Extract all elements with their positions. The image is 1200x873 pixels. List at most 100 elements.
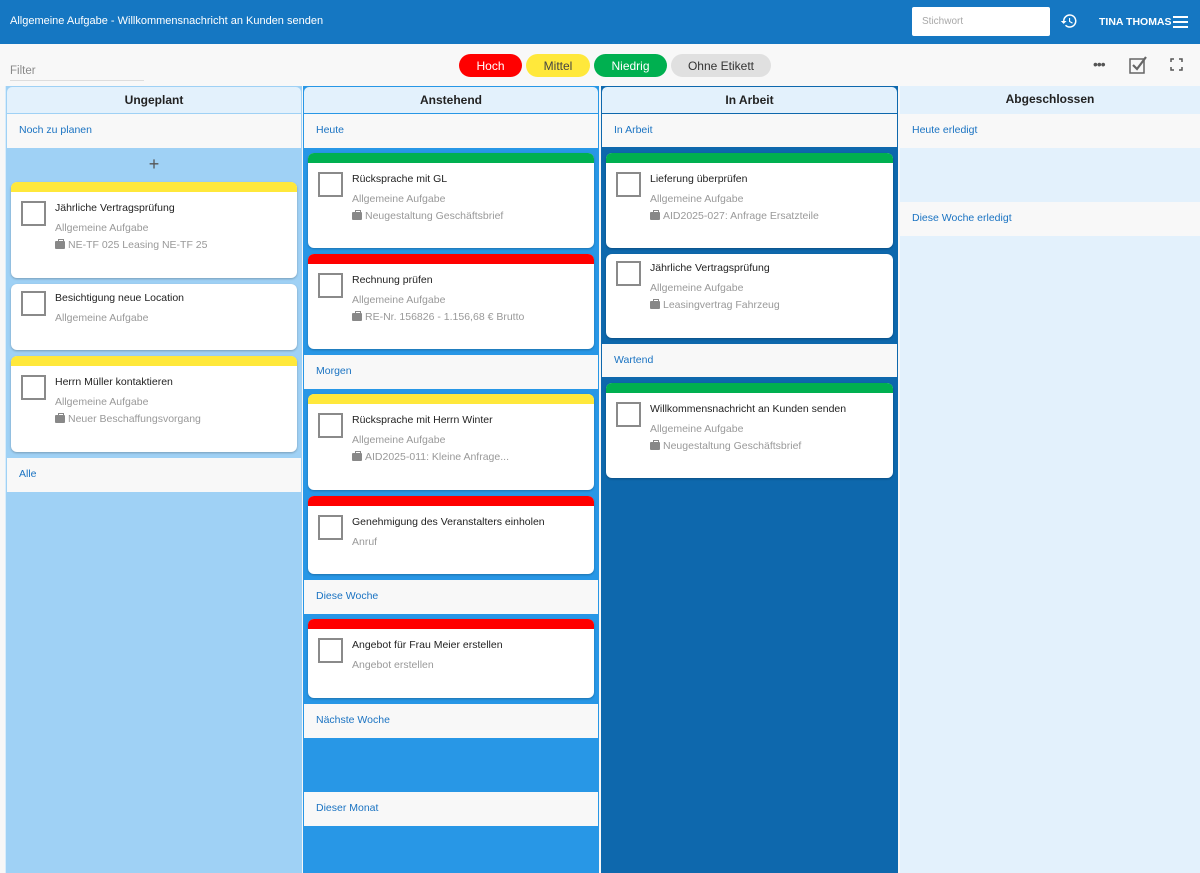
- task-checkbox[interactable]: [616, 261, 641, 286]
- task-card[interactable]: Jährliche Vertragsprüfung Allgemeine Auf…: [606, 254, 893, 338]
- task-title: Herrn Müller kontaktieren: [55, 376, 173, 388]
- filter-toolbar: Hoch Mittel Niedrig Ohne Etikett •••: [0, 44, 1200, 86]
- column-title: Anstehend: [303, 86, 599, 114]
- task-checkbox[interactable]: [21, 291, 46, 316]
- task-card[interactable]: Herrn Müller kontaktieren Allgemeine Auf…: [11, 356, 297, 452]
- chip-niedrig[interactable]: Niedrig: [594, 54, 667, 77]
- briefcase-icon: [352, 451, 362, 461]
- task-checkbox[interactable]: [318, 413, 343, 438]
- task-card[interactable]: Rücksprache mit GL Allgemeine Aufgabe Ne…: [308, 153, 594, 248]
- task-reference: Neuer Beschaffungsvorgang: [68, 413, 201, 425]
- column-ungeplant: Ungeplant Noch zu planen + Jährliche Ver…: [5, 86, 302, 873]
- briefcase-icon: [352, 210, 362, 220]
- priority-bar: [308, 496, 594, 506]
- task-checkbox[interactable]: [616, 172, 641, 197]
- section-heute[interactable]: Heute: [304, 114, 598, 148]
- section-wartend[interactable]: Wartend: [602, 344, 897, 378]
- task-checkbox[interactable]: [318, 273, 343, 298]
- user-name[interactable]: TINA THOMAS: [1099, 16, 1172, 28]
- task-checkbox[interactable]: [616, 402, 641, 427]
- task-card[interactable]: Angebot für Frau Meier erstellen Angebot…: [308, 619, 594, 698]
- task-title: Angebot für Frau Meier erstellen: [352, 639, 503, 651]
- task-reference: Neugestaltung Geschäftsbrief: [365, 210, 504, 222]
- filter-input[interactable]: [10, 61, 144, 81]
- priority-bar: [308, 394, 594, 404]
- task-reference: RE-Nr. 156826 - 1.156,68 € Brutto: [365, 311, 525, 323]
- task-card[interactable]: Willkommensnachricht an Kunden senden Al…: [606, 383, 893, 478]
- keyword-search-input[interactable]: [912, 7, 1050, 36]
- priority-bar: [308, 254, 594, 264]
- task-type: Allgemeine Aufgabe: [352, 193, 446, 205]
- task-card[interactable]: Genehmigung des Veranstalters einholen A…: [308, 496, 594, 574]
- briefcase-icon: [650, 299, 660, 309]
- task-card[interactable]: Rechnung prüfen Allgemeine Aufgabe RE-Nr…: [308, 254, 594, 349]
- task-reference: AID2025-011: Kleine Anfrage...: [365, 451, 509, 463]
- task-checkbox[interactable]: [318, 515, 343, 540]
- section-noch-zu-planen[interactable]: Noch zu planen: [7, 114, 301, 148]
- section-alle[interactable]: Alle: [7, 458, 301, 492]
- column-title: Ungeplant: [6, 86, 302, 114]
- section-in-arbeit[interactable]: In Arbeit: [602, 114, 897, 148]
- top-bar: Allgemeine Aufgabe - Willkommensnachrich…: [0, 0, 1200, 44]
- task-card[interactable]: Besichtigung neue Location Allgemeine Au…: [11, 284, 297, 350]
- task-reference: AID2025-027: Anfrage Ersatzteile: [663, 210, 819, 222]
- briefcase-icon: [650, 440, 660, 450]
- task-type: Allgemeine Aufgabe: [55, 222, 149, 234]
- task-type: Allgemeine Aufgabe: [352, 434, 446, 446]
- task-checkbox[interactable]: [318, 172, 343, 197]
- chip-ohne-etikett[interactable]: Ohne Etikett: [671, 54, 771, 77]
- priority-bar: [606, 383, 893, 393]
- task-card[interactable]: Rücksprache mit Herrn Winter Allgemeine …: [308, 394, 594, 490]
- task-checkbox[interactable]: [21, 375, 46, 400]
- task-title: Willkommensnachricht an Kunden senden: [650, 403, 847, 415]
- more-options-icon[interactable]: •••: [1093, 56, 1106, 72]
- priority-bar: [308, 153, 594, 163]
- task-title: Lieferung überprüfen: [650, 173, 748, 185]
- chip-hoch[interactable]: Hoch: [459, 54, 522, 77]
- priority-chips: Hoch Mittel Niedrig Ohne Etikett: [459, 54, 771, 77]
- task-type: Allgemeine Aufgabe: [55, 312, 149, 324]
- task-type: Allgemeine Aufgabe: [650, 282, 744, 294]
- task-type: Anruf: [352, 536, 378, 548]
- column-title: Abgeschlossen: [900, 86, 1200, 114]
- task-title: Jährliche Vertragsprüfung: [650, 262, 770, 274]
- task-checkbox[interactable]: [21, 201, 46, 226]
- briefcase-icon: [55, 239, 65, 249]
- section-diese-woche-erledigt[interactable]: Diese Woche erledigt: [900, 202, 1200, 236]
- chip-mittel[interactable]: Mittel: [526, 54, 590, 77]
- task-type: Allgemeine Aufgabe: [650, 193, 744, 205]
- task-card[interactable]: Jährliche Vertragsprüfung Allgemeine Auf…: [11, 182, 297, 278]
- task-title: Genehmigung des Veranstalters einholen: [352, 516, 545, 528]
- section-diese-woche[interactable]: Diese Woche: [304, 580, 598, 614]
- priority-bar: [308, 619, 594, 629]
- briefcase-icon: [352, 311, 362, 321]
- section-heute-erledigt[interactable]: Heute erledigt: [900, 114, 1200, 148]
- hamburger-menu-icon[interactable]: [1173, 16, 1188, 28]
- priority-bar: [606, 153, 893, 163]
- section-dieser-monat[interactable]: Dieser Monat: [304, 792, 598, 826]
- add-task-icon[interactable]: +: [148, 154, 160, 174]
- task-type: Angebot erstellen: [352, 659, 434, 671]
- priority-bar: [11, 182, 297, 192]
- task-reference: Leasingvertrag Fahrzeug: [663, 299, 780, 311]
- task-title: Rücksprache mit GL: [352, 173, 448, 185]
- task-checkbox[interactable]: [318, 638, 343, 663]
- briefcase-icon: [650, 210, 660, 220]
- priority-bar: [11, 356, 297, 366]
- column-in-arbeit: In Arbeit In Arbeit Lieferung überprüfen…: [601, 86, 898, 873]
- section-morgen[interactable]: Morgen: [304, 355, 598, 389]
- task-title: Rücksprache mit Herrn Winter: [352, 414, 493, 426]
- task-title: Besichtigung neue Location: [55, 292, 185, 304]
- fullscreen-icon[interactable]: [1170, 58, 1183, 71]
- column-abgeschlossen: Abgeschlossen Heute erledigt Diese Woche…: [900, 86, 1200, 873]
- column-title: In Arbeit: [601, 86, 898, 114]
- section-naechste-woche[interactable]: Nächste Woche: [304, 704, 598, 738]
- task-reference: Neugestaltung Geschäftsbrief: [663, 440, 802, 452]
- task-reference: NE-TF 025 Leasing NE-TF 25: [68, 239, 208, 251]
- task-type: Allgemeine Aufgabe: [650, 423, 744, 435]
- task-card[interactable]: Lieferung überprüfen Allgemeine Aufgabe …: [606, 153, 893, 248]
- task-title: Rechnung prüfen: [352, 274, 433, 286]
- window-title: Allgemeine Aufgabe - Willkommensnachrich…: [10, 15, 324, 27]
- checkbox-toggle-icon[interactable]: [1129, 56, 1147, 74]
- history-icon[interactable]: [1060, 12, 1078, 30]
